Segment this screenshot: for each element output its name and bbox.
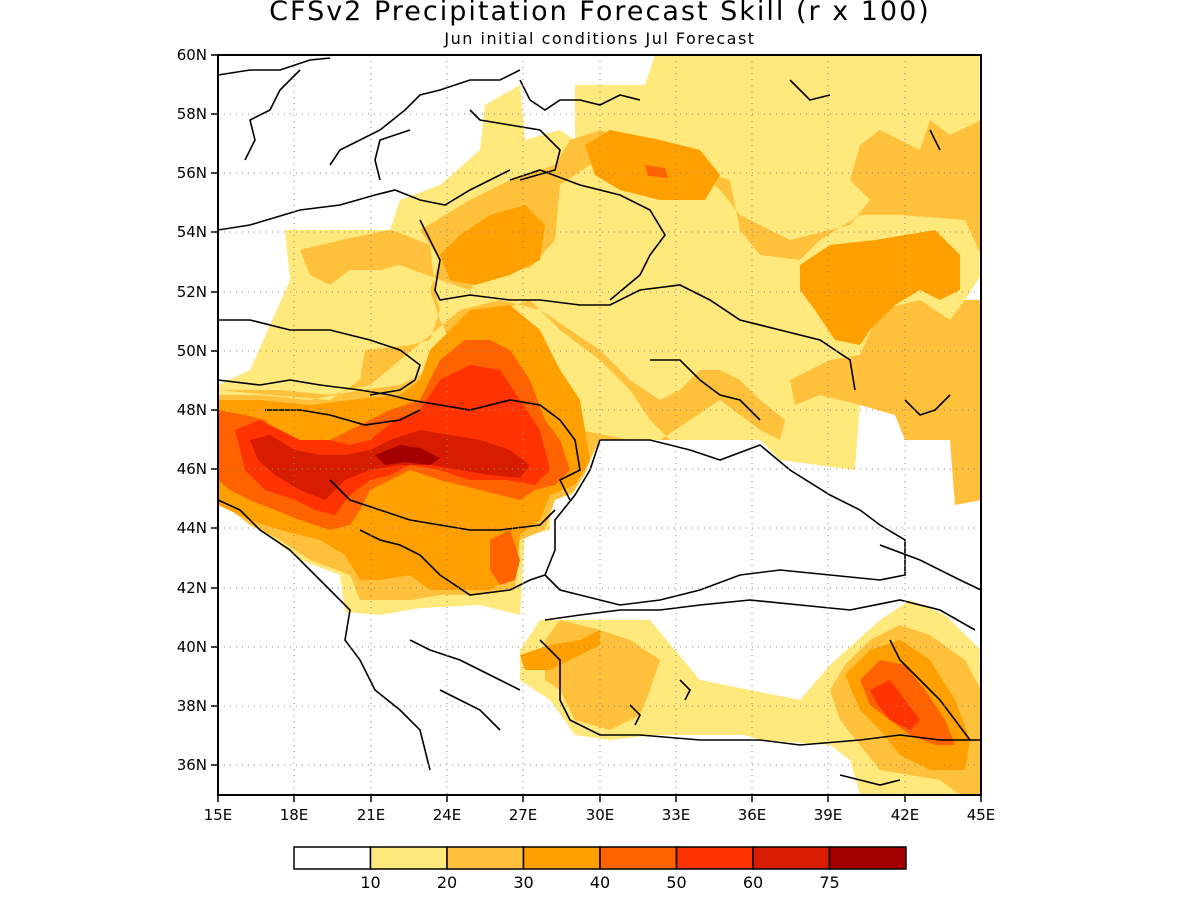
x-tick-labels: 15E 18E 21E 24E 27E 30E 33E 36E 39E 42E … [204, 806, 996, 824]
y-tick-labels: 60N 58N 56N 54N 52N 50N 48N 46N 44N 42N … [177, 46, 207, 774]
x-tick-label: 45E [967, 806, 996, 824]
black-sea-mask [545, 440, 905, 600]
colorbar-label: 10 [360, 873, 380, 892]
x-tick-label: 27E [509, 806, 538, 824]
y-tick-label: 36N [177, 756, 207, 774]
y-tick-label: 58N [177, 105, 207, 123]
y-tick-label: 42N [177, 579, 207, 597]
x-tick-label: 30E [586, 806, 615, 824]
x-tick-label: 33E [662, 806, 691, 824]
x-tick-label: 36E [738, 806, 767, 824]
x-tick-label: 21E [357, 806, 386, 824]
skill-contour-75 [375, 445, 440, 465]
coastlines-borders [218, 57, 981, 786]
x-tick-label: 24E [433, 806, 462, 824]
y-tick-label: 44N [177, 519, 207, 537]
colorbar-label: 75 [819, 873, 839, 892]
colorbar-label: 60 [743, 873, 763, 892]
colorbar-swatch [599, 846, 678, 870]
x-tick-label: 15E [204, 806, 233, 824]
colorbar: 10 20 30 40 50 60 75 [293, 846, 907, 892]
y-tick-label: 46N [177, 460, 207, 478]
tick-marks [211, 54, 982, 802]
y-tick-label: 60N [177, 46, 207, 64]
colorbar-label: 20 [437, 873, 457, 892]
colorbar-label: 50 [666, 873, 686, 892]
y-tick-label: 56N [177, 164, 207, 182]
colorbar-swatch [369, 846, 448, 870]
colorbar-swatch [675, 846, 754, 870]
skill-field [218, 55, 981, 795]
y-tick-label: 54N [177, 223, 207, 241]
y-tick-label: 52N [177, 283, 207, 301]
colorbar-label: 40 [590, 873, 610, 892]
colorbar-swatch [293, 846, 372, 870]
skill-contour-60 [250, 430, 530, 500]
x-tick-label: 18E [280, 806, 309, 824]
colorbar-swatch [828, 846, 907, 870]
colorbar-swatch [522, 846, 601, 870]
y-tick-label: 38N [177, 697, 207, 715]
y-tick-label: 50N [177, 342, 207, 360]
x-tick-label: 39E [814, 806, 843, 824]
colorbar-swatch [446, 846, 525, 870]
colorbar-label: 30 [513, 873, 533, 892]
chart-title: CFSv2 Precipitation Forecast Skill (r x … [269, 0, 931, 27]
x-tick-label: 42E [891, 806, 920, 824]
colorbar-swatch [752, 846, 831, 870]
y-tick-label: 48N [177, 401, 207, 419]
chart-subtitle: Jun initial conditions Jul Forecast [444, 29, 756, 48]
y-tick-label: 40N [177, 638, 207, 656]
